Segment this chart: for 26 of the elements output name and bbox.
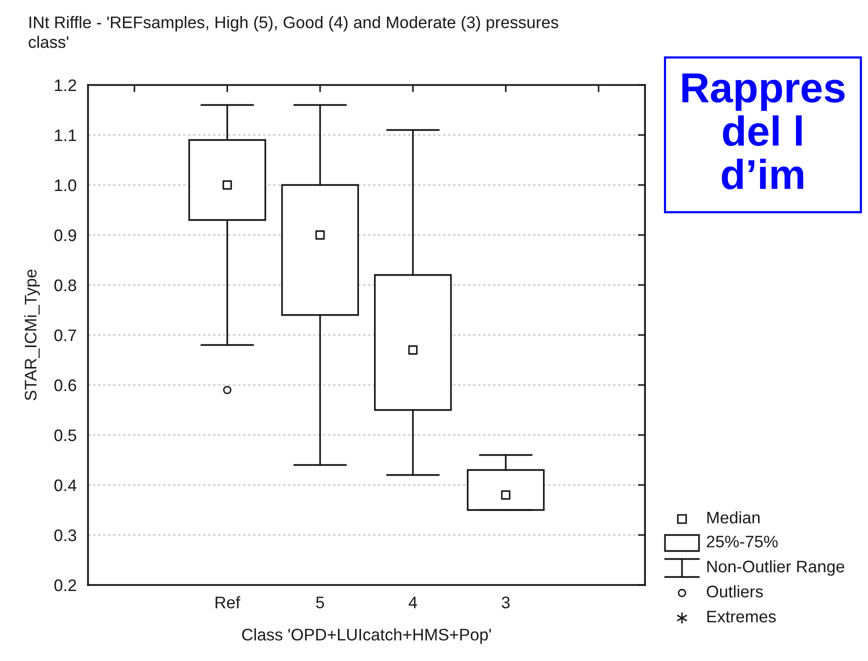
y-axis-title: STAR_ICMi_Type — [24, 270, 40, 400]
y-tick-label: 1.1 — [54, 130, 76, 142]
text: Outliers — [706, 585, 763, 598]
text: 25%-75% — [706, 536, 778, 548]
y-tick-label: 1.2 — [54, 79, 76, 92]
text: Extremes — [707, 610, 776, 622]
text: del l — [722, 115, 802, 146]
x-tick-label: Ref — [216, 596, 240, 608]
y-tick-label: 0.8 — [54, 279, 76, 292]
x-tick-label: 4 — [408, 596, 418, 608]
text: Non-Outlier Range — [707, 560, 844, 576]
y-tick-label: 0.4 — [54, 479, 76, 492]
x-axis-title: Class 'OPD+LUIcatch+HMS+Pop' — [242, 628, 491, 644]
x-tick-label: 5 — [316, 596, 324, 608]
y-tick-label: 1.0 — [54, 179, 76, 192]
y-tick-label: 0.5 — [54, 429, 76, 442]
text: Median — [707, 511, 760, 524]
x-tick-label: 3 — [502, 596, 510, 608]
text: Rappres — [682, 74, 845, 111]
y-tick-label: 0.9 — [54, 229, 76, 242]
y-tick-label: 0.6 — [54, 379, 76, 392]
chart-title: INt Riffle - 'REFsamples, High (5), Good (4) and Moderate (3) pressures class' — [28, 16, 558, 48]
y-tick-label: 0.7 — [54, 329, 76, 342]
y-tick-label: 0.2 — [54, 579, 76, 592]
y-tick-label: 0.3 — [54, 529, 76, 542]
text: d’im — [722, 158, 804, 190]
